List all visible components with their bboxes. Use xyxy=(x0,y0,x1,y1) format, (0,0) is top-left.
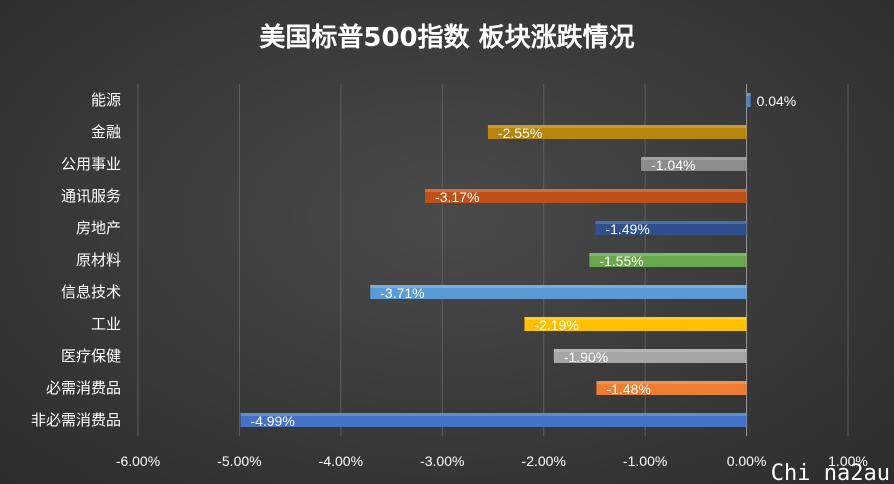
x-tick-label: -1.00% xyxy=(623,453,667,469)
data-label: -4.99% xyxy=(250,413,294,429)
category-label: 能源 xyxy=(91,91,121,109)
bar-highlight xyxy=(240,413,747,416)
category-label: 通讯服务 xyxy=(61,187,121,205)
x-tick-label: 1.00% xyxy=(828,453,868,469)
bar xyxy=(595,221,747,235)
bar-highlight xyxy=(370,285,747,288)
bar-highlight xyxy=(596,381,747,384)
category-label: 工业 xyxy=(91,315,121,333)
bar-highlight xyxy=(595,221,747,224)
bars xyxy=(240,93,751,427)
chart-title: 美国标普500指数 板块涨跌情况 xyxy=(259,22,634,53)
bar-highlight xyxy=(641,157,747,160)
x-tick-label: -3.00% xyxy=(420,453,464,469)
bar xyxy=(240,413,747,427)
x-tick-label: -6.00% xyxy=(116,453,160,469)
bar-highlight xyxy=(425,189,747,192)
bar-highlight xyxy=(553,349,747,352)
category-label: 金融 xyxy=(91,123,121,141)
category-label: 公用事业 xyxy=(61,155,121,173)
data-label: 0.04% xyxy=(757,93,797,109)
data-label: -2.19% xyxy=(534,317,578,333)
bar xyxy=(553,349,747,363)
data-labels: 0.04% -2.55% -1.04% -3.17% -1.49% -1.55% -3.71… xyxy=(250,93,796,429)
bar xyxy=(596,381,747,395)
x-tick-label: -5.00% xyxy=(217,453,261,469)
data-label: -1.55% xyxy=(599,253,643,269)
x-tick-label: -2.00% xyxy=(522,453,566,469)
category-label: 信息技术 xyxy=(61,283,121,301)
data-label: -1.49% xyxy=(605,221,649,237)
category-label: 医疗保健 xyxy=(61,347,121,365)
bar xyxy=(487,125,747,139)
bar-highlight xyxy=(524,317,747,320)
bar-highlight xyxy=(589,253,747,256)
x-tick-label: 0.00% xyxy=(727,453,767,469)
bar-highlight xyxy=(746,93,751,96)
bar xyxy=(746,93,751,107)
bar xyxy=(425,189,747,203)
data-label: -1.90% xyxy=(564,349,608,365)
bar xyxy=(641,157,747,171)
bar xyxy=(524,317,747,331)
data-label: -3.71% xyxy=(380,285,424,301)
category-label: 原材料 xyxy=(76,251,121,269)
x-tick-label: -4.00% xyxy=(319,453,363,469)
category-label: 必需消费品 xyxy=(46,379,121,397)
data-label: -3.17% xyxy=(435,189,479,205)
bar xyxy=(589,253,747,267)
bar xyxy=(370,285,747,299)
data-label: -1.04% xyxy=(651,157,695,173)
bar-highlight xyxy=(487,125,747,128)
watermark: Chi na2au xyxy=(771,461,890,484)
x-tick-labels: -6.00% -5.00% -4.00% -3.00% -2.00% -1.00% 0.00… xyxy=(116,453,868,469)
data-label: -1.48% xyxy=(606,381,650,397)
category-label: 非必需消费品 xyxy=(31,411,121,429)
category-label: 房地产 xyxy=(76,219,121,237)
data-label: -2.55% xyxy=(498,125,542,141)
